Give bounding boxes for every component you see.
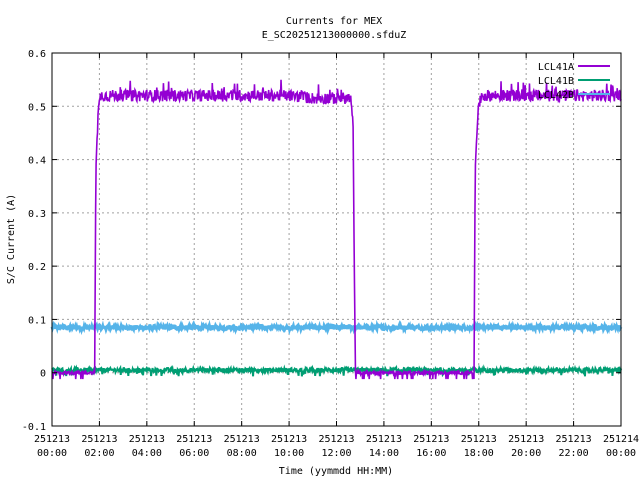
y-tick-label: 0.3	[28, 209, 46, 220]
x-tick-label-date: 251213	[508, 434, 544, 445]
y-tick-label: -0.1	[22, 422, 46, 433]
x-tick-label-time: 14:00	[369, 448, 399, 459]
x-tick-label-time: 20:00	[511, 448, 541, 459]
x-tick-label-date: 251213	[129, 434, 165, 445]
axis-ticks: -0.1 0 0.1 0.2 0.3 0.4 0.5 0.6 251213 00:00 251213…	[22, 49, 639, 459]
x-tick-label-date: 251213	[318, 434, 354, 445]
y-tick-label: 0.6	[28, 49, 46, 60]
x-tick-label-time: 16:00	[416, 448, 446, 459]
x-tick-label-date: 251213	[556, 434, 592, 445]
y-tick-label: 0.5	[28, 102, 46, 113]
x-tick-label-date: 251213	[271, 434, 307, 445]
y-axis-label: S/C Current (A)	[6, 194, 17, 284]
series-line-lcl42b	[50, 319, 623, 336]
plot-series	[50, 79, 623, 380]
x-tick-label-date: 251213	[366, 434, 402, 445]
x-tick-label-date: 251213	[461, 434, 497, 445]
chart-title: Currents for MEX	[286, 16, 382, 27]
series-line-lcl41b	[51, 364, 622, 378]
x-tick-label-date: 251213	[224, 434, 260, 445]
grid	[52, 53, 621, 426]
x-tick-label-time: 18:00	[464, 448, 494, 459]
x-tick-label-time: 00:00	[606, 448, 636, 459]
legend-label-lcl42b: LCL42B	[538, 90, 574, 101]
y-tick-label: 0.1	[28, 315, 46, 326]
x-tick-label-time: 04:00	[132, 448, 162, 459]
legend-label-lcl41b: LCL41B	[538, 76, 574, 87]
x-axis-label: Time (yymmdd HH:MM)	[279, 466, 393, 477]
x-tick-label-date: 251213	[34, 434, 70, 445]
chart-subtitle: E_SC20251213000000.sfduZ	[262, 30, 407, 41]
x-tick-label-time: 08:00	[227, 448, 257, 459]
y-tick-label: 0.4	[28, 156, 46, 167]
y-tick-label: 0	[40, 369, 46, 380]
x-tick-label-time: 10:00	[274, 448, 304, 459]
x-tick-label-date: 251213	[413, 434, 449, 445]
x-tick-label-time: 06:00	[179, 448, 209, 459]
x-tick-label-time: 00:00	[37, 448, 67, 459]
y-tick-label: 0.2	[28, 262, 46, 273]
x-tick-label-date: 251213	[176, 434, 212, 445]
x-tick-label-date: 251214	[603, 434, 639, 445]
series-line-lcl41a	[51, 79, 622, 380]
x-tick-label-time: 22:00	[559, 448, 589, 459]
x-tick-label-date: 251213	[81, 434, 117, 445]
x-tick-label-time: 02:00	[84, 448, 114, 459]
legend-label-lcl41a: LCL41A	[538, 62, 574, 73]
legend: LCL41A LCL41B LCL42B	[538, 62, 610, 101]
x-tick-label-time: 12:00	[321, 448, 351, 459]
